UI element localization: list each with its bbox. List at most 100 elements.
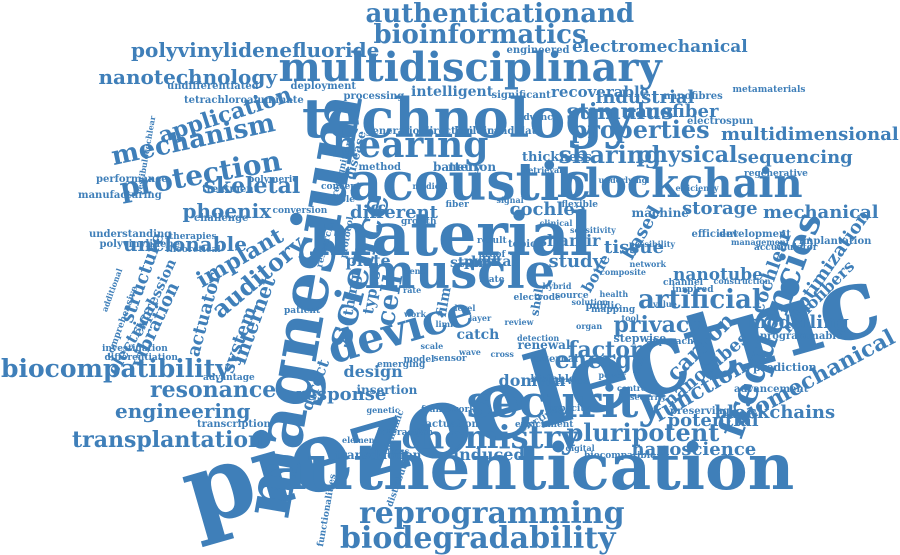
- cloud-word: bistable: [530, 374, 576, 385]
- cloud-word: additional: [99, 266, 125, 314]
- cloud-word: industrial: [595, 87, 695, 108]
- cloud-word: multidimensional: [721, 124, 899, 145]
- cloud-word: performance: [96, 174, 168, 185]
- cloud-word: hearing: [332, 124, 489, 166]
- cloud-word: development: [719, 229, 791, 240]
- cloud-word: efficient: [691, 229, 739, 240]
- cloud-word: actuation: [425, 419, 479, 430]
- cloud-word: detection: [517, 333, 560, 343]
- cloud-word: resonance: [150, 377, 277, 403]
- cloud-word: control: [617, 383, 650, 393]
- cloud-word: method: [358, 162, 402, 173]
- cloud-word: generation: [365, 126, 427, 137]
- cloud-word: polyvinylidene: [99, 239, 181, 250]
- cloud-word: inspired: [672, 284, 714, 295]
- cloud-word: interaction: [377, 427, 434, 438]
- cloud-word: induced: [453, 445, 525, 464]
- cloud-word: reprogramming: [359, 496, 625, 531]
- cloud-word: understanding: [89, 229, 172, 240]
- cloud-word: tool: [621, 313, 639, 323]
- cloud-word: network: [629, 259, 667, 269]
- cloud-word: public: [585, 301, 621, 312]
- cloud-word: technology: [302, 86, 635, 150]
- cloud-word: phoenix: [182, 199, 272, 223]
- cloud-word: modelling: [747, 312, 849, 333]
- cloud-word: stepwise: [613, 331, 667, 345]
- cloud-word: privacy: [613, 312, 703, 338]
- cloud-word: different: [350, 202, 438, 223]
- cloud-word: polyvinylidenefluoride: [131, 38, 380, 62]
- cloud-word: patient: [284, 305, 321, 316]
- cloud-word: sensitivity: [570, 225, 616, 235]
- cloud-word: machine: [631, 206, 689, 220]
- cloud-word: neuron: [448, 160, 497, 174]
- cloud-word: conversion: [272, 205, 328, 216]
- cloud-word: state: [479, 274, 505, 285]
- cloud-word: electrospun: [687, 116, 754, 127]
- cloud-word: fiber: [445, 199, 469, 210]
- cloud-word: framework: [421, 404, 476, 415]
- cloud-word: nanofibres: [663, 91, 723, 102]
- cloud-word: nanotechnology: [98, 65, 278, 89]
- cloud-word: health: [599, 289, 629, 299]
- cloud-word: service: [549, 376, 589, 387]
- cloud-word: work: [404, 309, 426, 319]
- cloud-word: manufacturing: [78, 190, 162, 201]
- cloud-word: data: [477, 254, 512, 270]
- cloud-word: genetic: [366, 405, 400, 415]
- cloud-word: process: [375, 446, 410, 456]
- cloud-word: sequencing: [737, 147, 853, 168]
- cloud-word: energy: [554, 345, 646, 374]
- cloud-word: digital: [565, 443, 595, 453]
- cloud-word: deployment: [290, 81, 356, 92]
- cloud-word: advancement: [734, 384, 809, 395]
- cloud-word: significant: [491, 90, 551, 101]
- cloud-word: building: [454, 126, 502, 137]
- cloud-word: signal: [496, 195, 524, 205]
- cloud-word: cochlea: [509, 199, 587, 220]
- cloud-word: level: [454, 303, 476, 313]
- cloud-word: acoustic: [348, 152, 592, 213]
- cloud-word: power: [598, 370, 626, 380]
- cloud-word: properties: [570, 115, 710, 144]
- cloud-word: layer: [469, 313, 492, 323]
- cloud-word: composite: [600, 267, 646, 277]
- cloud-word: limit: [435, 319, 457, 329]
- cloud-word: challenge: [194, 213, 249, 224]
- cloud-word: variable: [314, 194, 356, 205]
- cloud-word: regenerative: [744, 168, 808, 179]
- cloud-word: domain: [498, 371, 566, 390]
- cloud-word: electrode: [513, 292, 561, 303]
- cloud-word: enrichment: [515, 419, 574, 430]
- cloud-word: shamir: [538, 231, 601, 250]
- cloud-word: accumulator: [754, 242, 818, 253]
- cloud-word: wave: [459, 347, 481, 357]
- cloud-word: nanotube: [673, 264, 763, 285]
- cloud-word: review: [504, 317, 534, 327]
- cloud-word: underlying: [598, 175, 648, 185]
- cloud-word: emerging: [377, 359, 426, 370]
- cloud-word: nanoscience: [631, 439, 757, 460]
- cloud-word: preserving: [670, 406, 730, 417]
- cloud-word: factor: [568, 337, 642, 363]
- cloud-word: artificial: [638, 285, 762, 315]
- cloud-word: biodegradability: [340, 521, 616, 555]
- cloud-word: engineered: [506, 45, 570, 56]
- cloud-word: stem: [450, 255, 489, 271]
- cloud-word: treatment: [202, 184, 259, 195]
- cloud-word: direction: [422, 126, 474, 137]
- cloud-word: clinical: [539, 218, 573, 228]
- cloud-word: battery: [433, 160, 482, 174]
- cloud-word: organ: [576, 321, 603, 331]
- cloud-word: tissue: [604, 237, 664, 258]
- cloud-word: value: [653, 299, 677, 309]
- cloud-word: authenticationand: [365, 0, 635, 29]
- cloud-word: concept: [321, 181, 361, 192]
- cloud-word: muscle: [364, 244, 556, 300]
- cloud-word: transplantation: [72, 427, 264, 453]
- cloud-word: security: [630, 392, 666, 402]
- cloud-word: rate: [403, 285, 422, 295]
- cloud-word: design: [343, 362, 403, 381]
- cloud-word: theoretical: [165, 244, 221, 255]
